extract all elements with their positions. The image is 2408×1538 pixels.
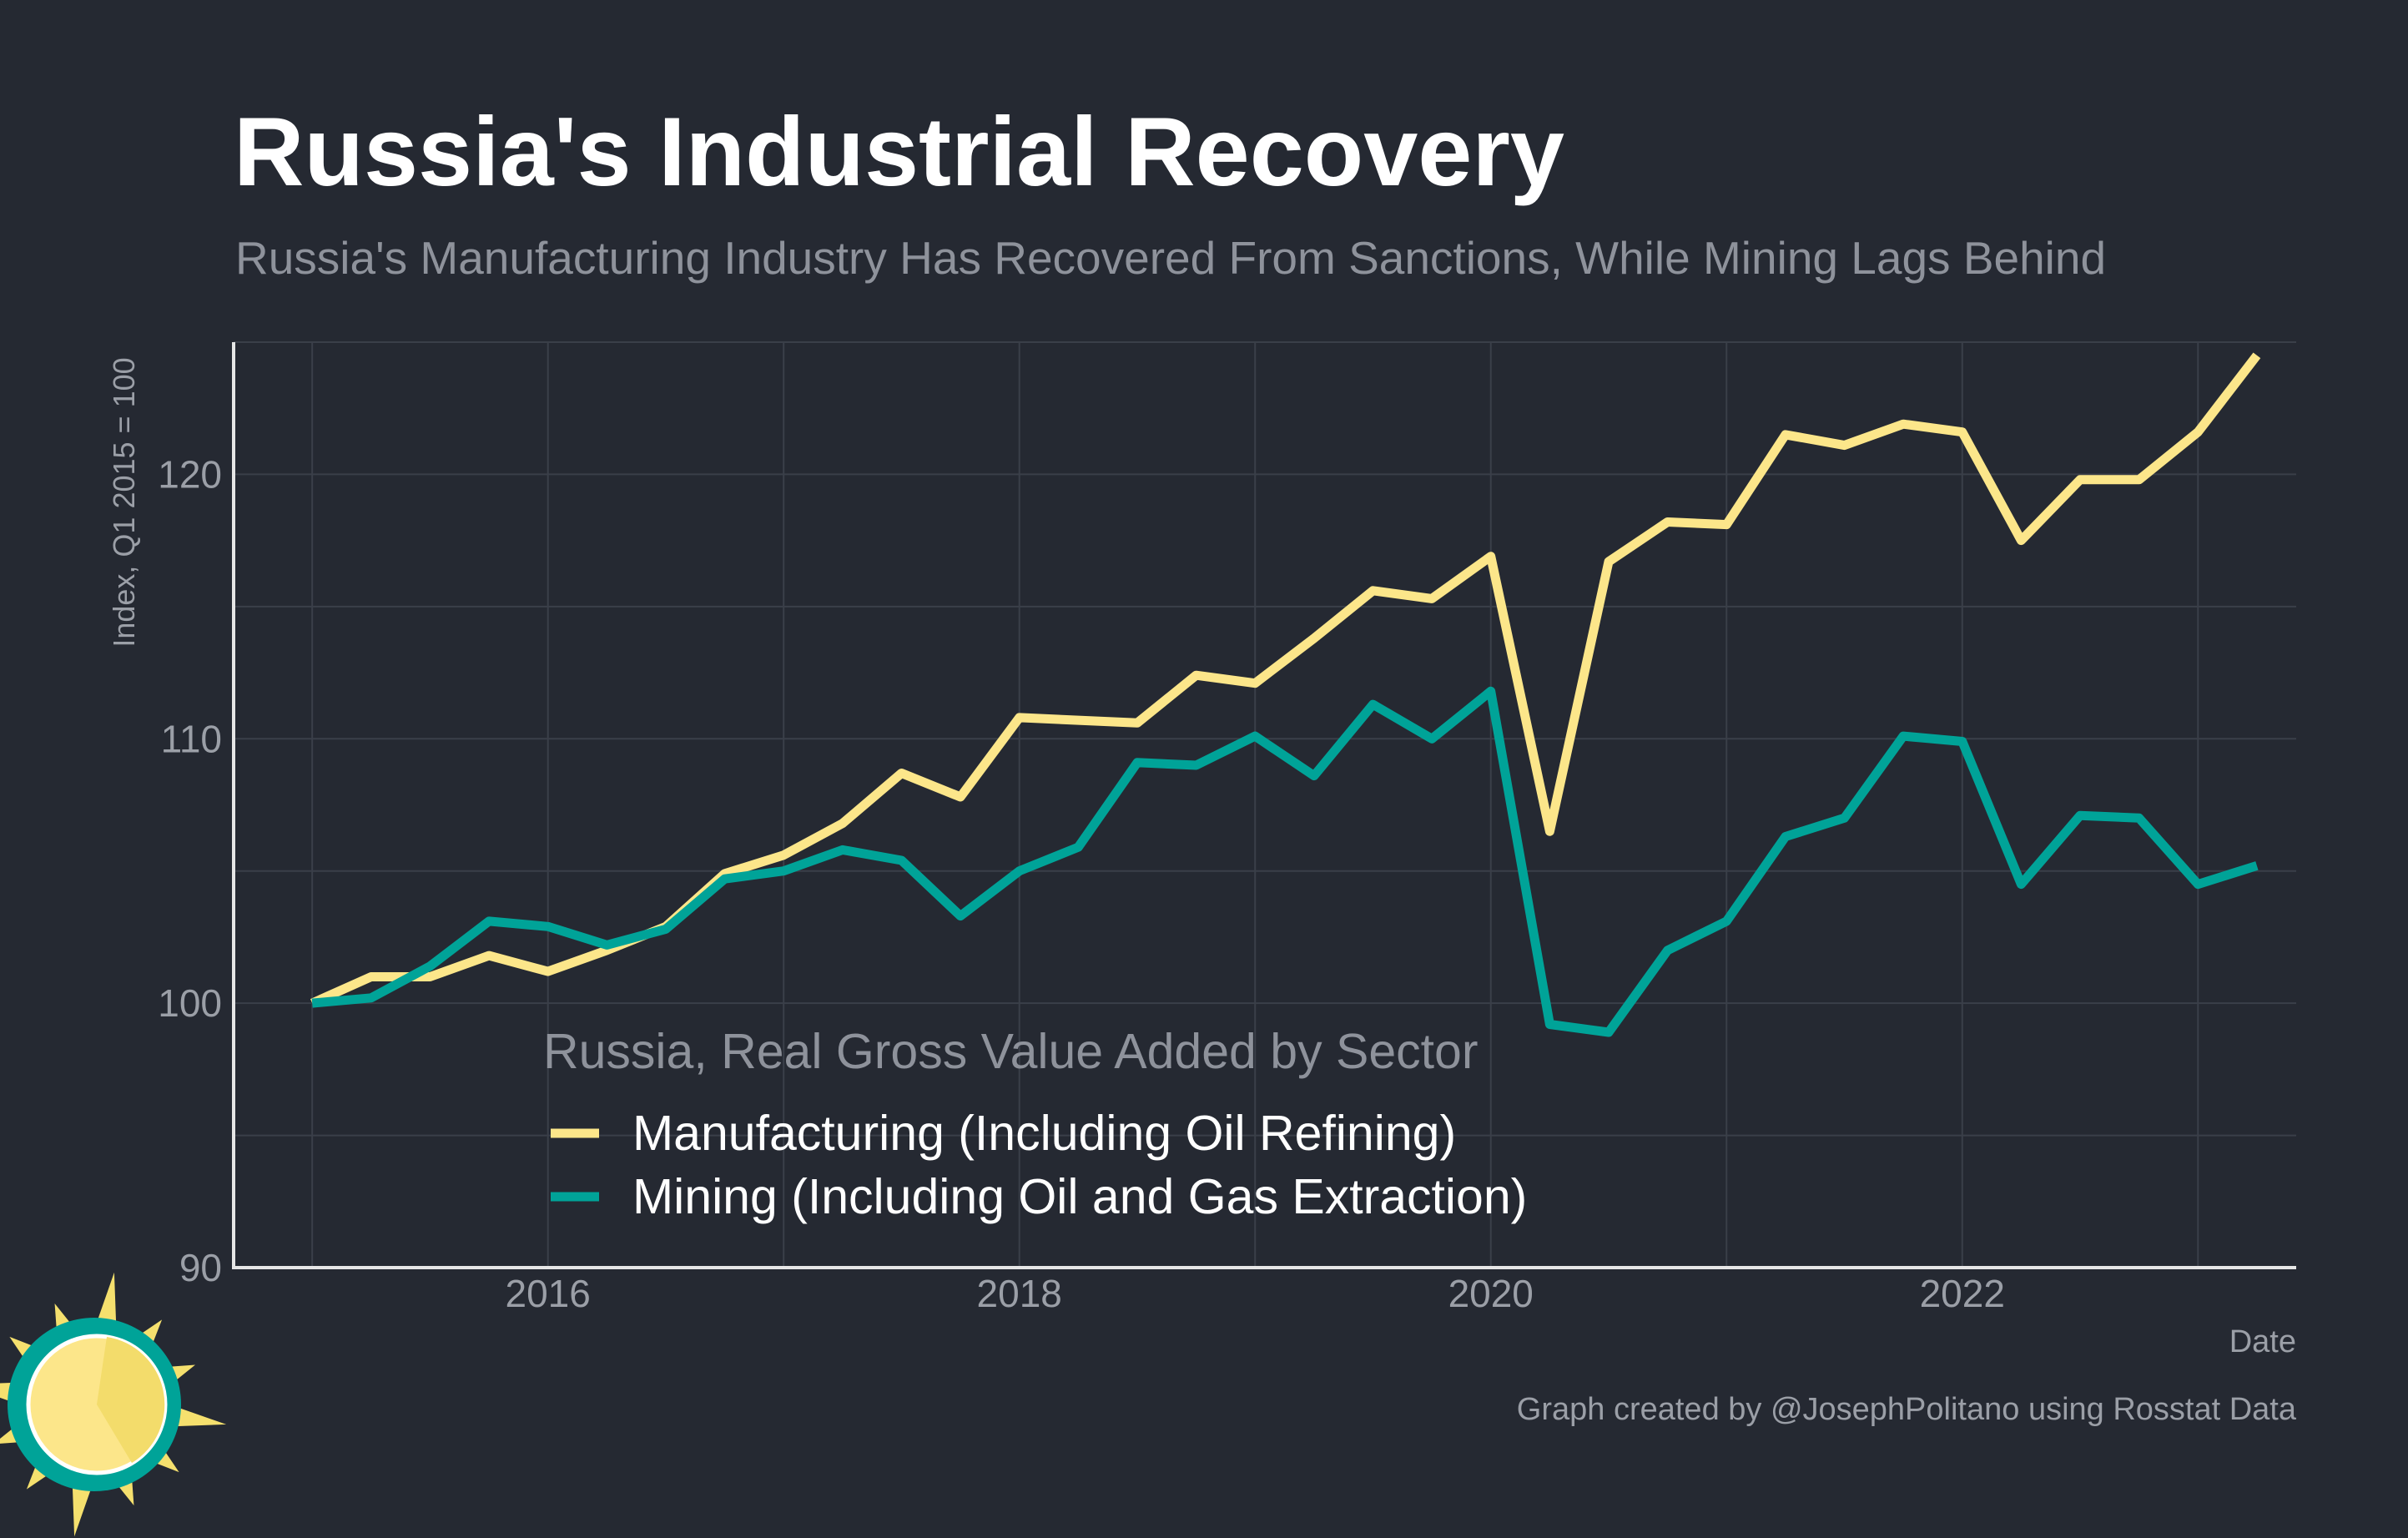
y-tick-label: 120 (158, 452, 222, 496)
x-tick-label: 2022 (1920, 1272, 2005, 1315)
series-line-mining (311, 686, 2259, 1037)
series-lines (310, 352, 2261, 1037)
x-tick-labels: 2016 2018 2020 2022 (506, 1272, 2005, 1315)
x-axis-label: Date (2229, 1324, 2296, 1359)
x-tick-label: 2016 (506, 1272, 591, 1315)
x-tick-label: 2018 (977, 1272, 1062, 1315)
chart-title: Russia's Industrial Recovery (234, 97, 1564, 206)
x-tick-label: 2020 (1448, 1272, 1534, 1315)
y-tick-labels: 90 100 110 120 (158, 452, 222, 1289)
legend-label: Mining (Including Oil and Gas Extraction… (632, 1169, 1527, 1224)
grid-lines (234, 341, 2296, 1268)
sun-logo-icon (0, 1272, 227, 1537)
legend: Russia, Real Gross Value Added by Sector… (543, 1024, 1527, 1224)
sun-logo-shade (97, 1337, 165, 1463)
caption: Graph created by @JosephPolitano using R… (1517, 1392, 2297, 1427)
legend-label: Manufacturing (Including Oil Refining) (632, 1106, 1456, 1161)
legend-items: Manufacturing (Including Oil Refining) Mi… (551, 1106, 1527, 1224)
chart-subtitle: Russia's Manufacturing Industry Has Reco… (235, 232, 2106, 284)
y-tick-label: 90 (179, 1246, 222, 1289)
legend-title: Russia, Real Gross Value Added by Sector (543, 1024, 1478, 1079)
y-tick-label: 100 (158, 981, 222, 1025)
y-tick-label: 110 (161, 717, 222, 760)
series-line-manufacturing (310, 352, 2261, 1008)
axes (232, 342, 2296, 1269)
y-axis-label: Index, Q1 2015 = 100 (107, 357, 141, 647)
